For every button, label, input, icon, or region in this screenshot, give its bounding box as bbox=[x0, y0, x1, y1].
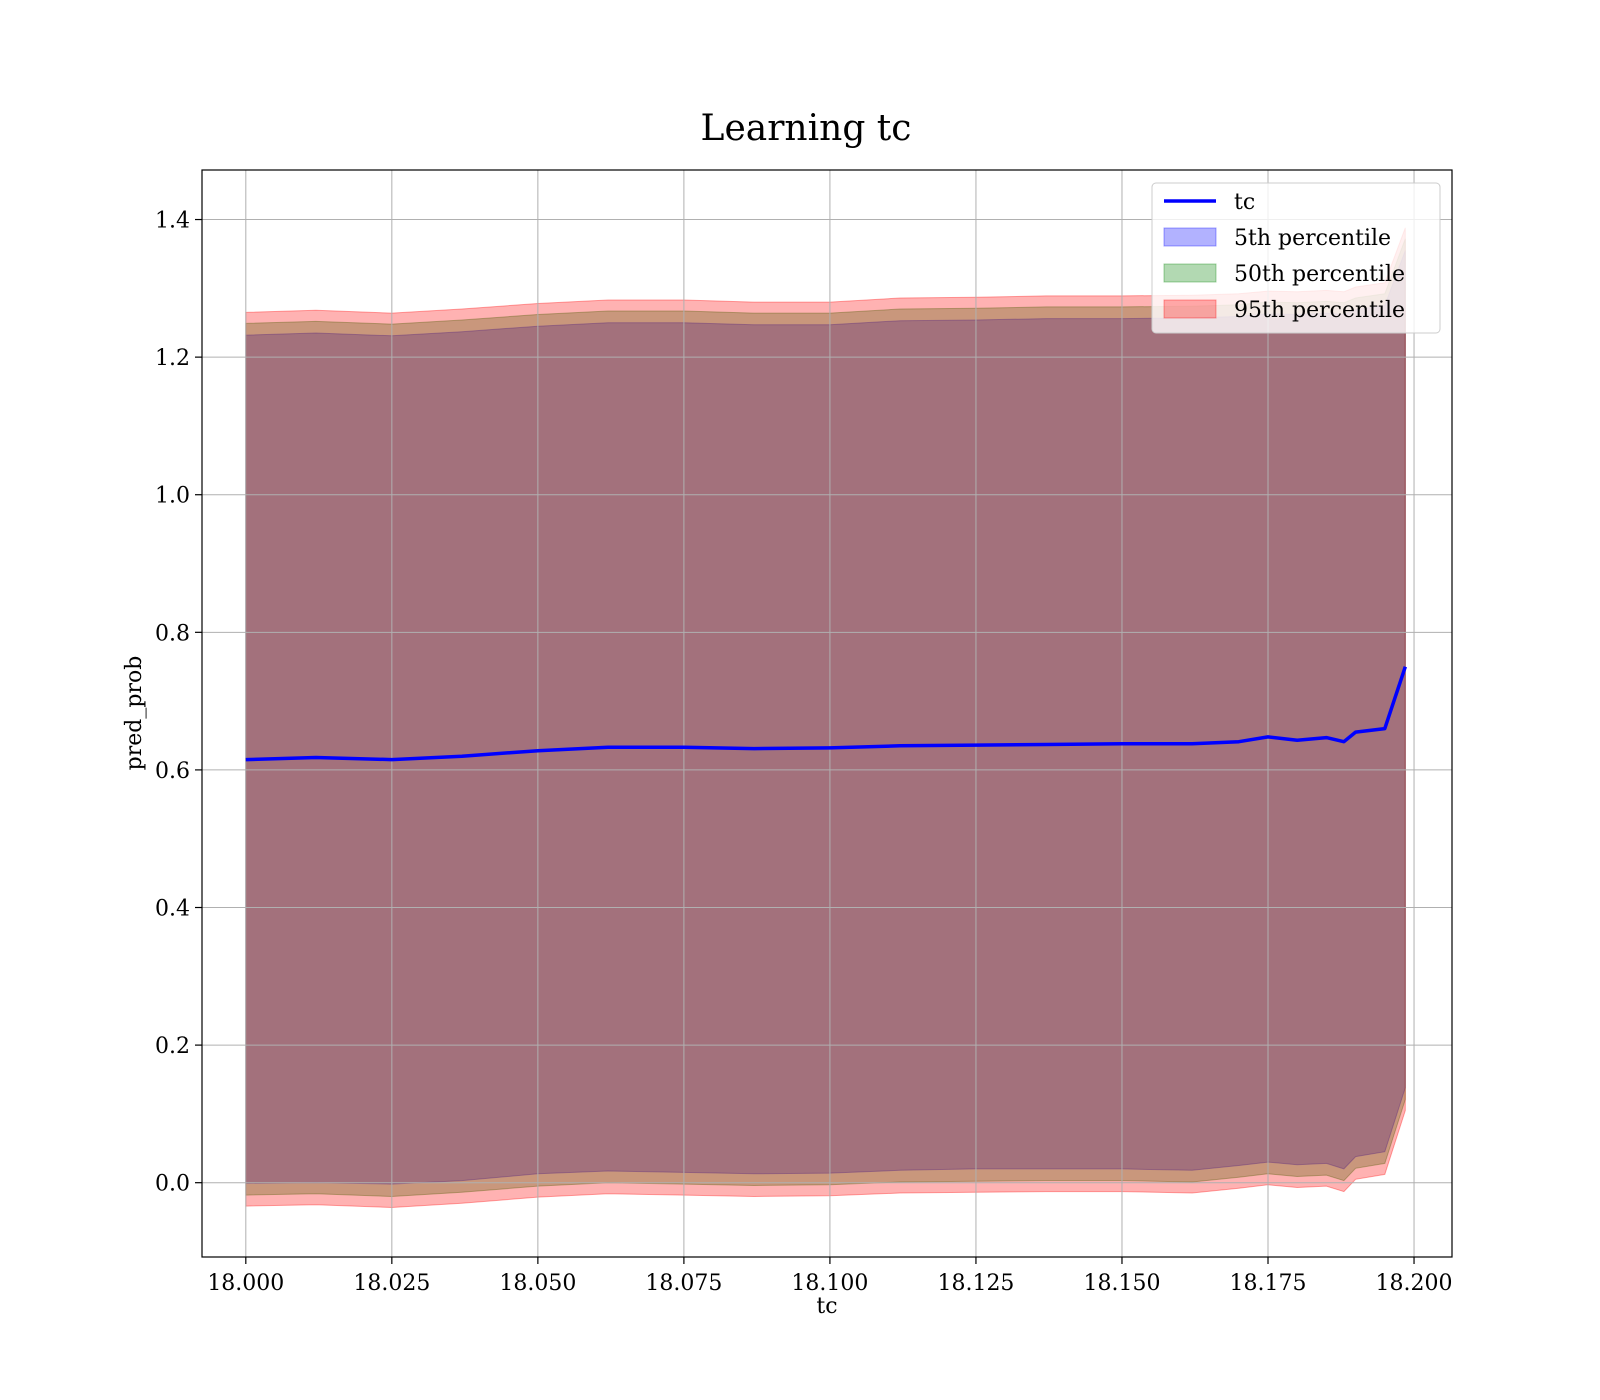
y-tick-label: 0.6 bbox=[155, 759, 190, 784]
plot-frame bbox=[201, 169, 1453, 1258]
y-axis-ticks: 0.0 0.2 0.4 0.6 0.8 1.0 1.2 1.4 bbox=[155, 209, 202, 1197]
y-tick-label: 1.0 bbox=[155, 484, 190, 509]
x-axis-ticks: 18.000 18.025 18.050 18.075 18.100 18.125 18.1… bbox=[207, 1257, 1453, 1296]
y-axis-label: pred_prob bbox=[122, 656, 147, 771]
y-tick-label: 0.8 bbox=[155, 621, 190, 646]
y-tick-label: 0.2 bbox=[155, 1034, 190, 1059]
tc-line-group bbox=[245, 666, 1407, 762]
chart-title: Learning tc bbox=[701, 108, 912, 149]
series-line-tc bbox=[245, 666, 1407, 762]
band-5th-percentile bbox=[245, 250, 1406, 1185]
y-tick-label: 1.4 bbox=[155, 209, 190, 234]
legend-label: 50th percentile bbox=[1234, 262, 1405, 287]
x-tick-label: 18.100 bbox=[791, 1271, 868, 1296]
legend-swatch-5th-percentile bbox=[1163, 227, 1217, 247]
x-tick-label: 18.025 bbox=[353, 1271, 430, 1296]
x-tick-label: 18.150 bbox=[1083, 1271, 1160, 1296]
legend-box bbox=[1151, 182, 1441, 334]
legend-swatch-50th-percentile bbox=[1163, 263, 1217, 283]
x-tick-label: 18.125 bbox=[937, 1271, 1014, 1296]
band-50th-percentile bbox=[245, 238, 1406, 1198]
band-95th-percentile bbox=[245, 227, 1406, 1209]
y-tick-label: 0.4 bbox=[155, 897, 190, 922]
legend-label: 95th percentile bbox=[1234, 298, 1405, 323]
x-axis-label: tc bbox=[816, 1294, 837, 1319]
legend: tc 5th percentile 50th percentile 95th perc… bbox=[1151, 182, 1441, 334]
y-tick-label: 0.0 bbox=[155, 1172, 190, 1197]
gridlines bbox=[202, 170, 1452, 1257]
legend-swatch-95th-percentile bbox=[1163, 299, 1217, 319]
x-tick-label: 18.075 bbox=[645, 1271, 722, 1296]
x-tick-label: 18.175 bbox=[1230, 1271, 1307, 1296]
legend-label: 5th percentile bbox=[1234, 226, 1391, 251]
x-tick-label: 18.000 bbox=[207, 1271, 284, 1296]
legend-label: tc bbox=[1234, 190, 1255, 215]
y-tick-label: 1.2 bbox=[155, 346, 190, 371]
percentile-bands bbox=[245, 227, 1406, 1209]
x-tick-label: 18.050 bbox=[499, 1271, 576, 1296]
x-tick-label: 18.200 bbox=[1376, 1271, 1453, 1296]
